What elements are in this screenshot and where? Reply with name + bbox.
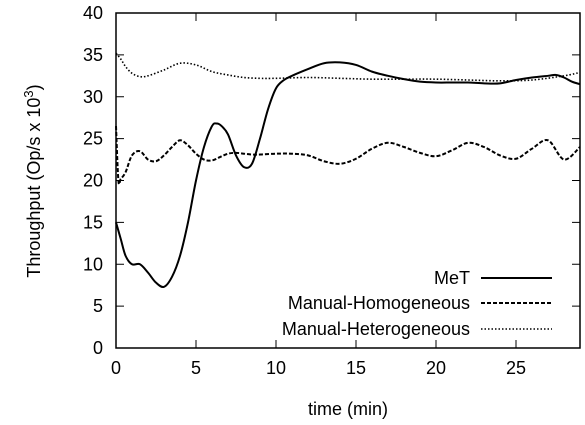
y-tick-label: 5 [93, 296, 103, 316]
y-tick-label: 10 [83, 254, 103, 274]
series-line-met [115, 61, 581, 289]
legend: MeT Manual-Homogeneous Manual-Heterogene… [282, 268, 552, 339]
x-axis-label: time (min) [308, 399, 388, 419]
series-line-manual-homogeneous [115, 126, 581, 186]
x-tick-label: 15 [346, 358, 366, 378]
series-lines [115, 52, 581, 289]
x-tick-label: 10 [266, 358, 286, 378]
y-tick-label: 25 [83, 129, 103, 149]
y-tick-label: 20 [83, 171, 103, 191]
y-tick-label: 30 [83, 87, 103, 107]
x-tick-label: 25 [506, 358, 526, 378]
y-tick-label: 35 [83, 45, 103, 65]
x-tick-label: 20 [426, 358, 446, 378]
y-axis-label-main: Throughput (Op/s x 10 [24, 98, 44, 278]
y-axis-label-sup: 3 [21, 90, 36, 97]
y-tick-label: 0 [93, 338, 103, 358]
y-axis-label-close: ) [24, 84, 44, 90]
y-tick-label: 15 [83, 212, 103, 232]
series-line-manual-heterogeneous [115, 52, 581, 82]
y-tick-label: 40 [83, 3, 103, 23]
x-tick-label: 0 [111, 358, 121, 378]
legend-label-manual-homogeneous: Manual-Homogeneous [288, 293, 470, 313]
y-axis-label: Throughput (Op/s x 103) [21, 84, 44, 277]
x-axis: 0 5 10 15 20 25 [111, 13, 526, 378]
legend-label-met: MeT [434, 268, 470, 288]
legend-label-manual-heterogeneous: Manual-Heterogeneous [282, 319, 470, 339]
y-axis: 0 5 10 15 20 25 30 35 40 [83, 3, 580, 358]
x-tick-label: 5 [191, 358, 201, 378]
